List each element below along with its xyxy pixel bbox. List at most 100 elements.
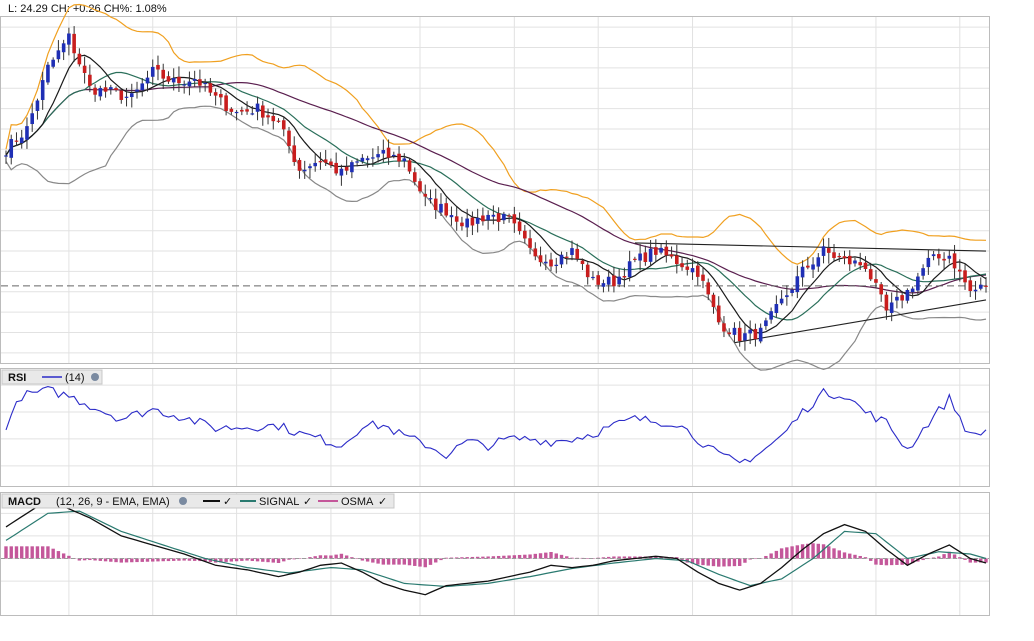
candle-up	[192, 78, 197, 81]
candle-up	[821, 246, 826, 256]
candle-down	[942, 258, 946, 261]
osma-bar	[727, 558, 731, 567]
osma-bar	[140, 558, 144, 562]
candle-up	[392, 154, 396, 157]
osma-bar	[329, 555, 333, 559]
osma-bar	[737, 558, 742, 566]
candle-up	[51, 59, 55, 67]
candle-up	[402, 158, 407, 162]
osma-bar	[9, 546, 13, 559]
candle-down	[460, 222, 464, 227]
osma-bar	[166, 558, 171, 562]
osma-bar	[711, 558, 716, 567]
candle-up	[150, 66, 155, 77]
osma-bar	[586, 558, 590, 559]
osma-bar	[659, 556, 663, 559]
candle-down	[292, 145, 297, 163]
candle-up	[203, 82, 207, 85]
osma-bar	[109, 558, 113, 562]
candle-up	[360, 157, 365, 162]
candle-down	[806, 265, 810, 268]
osma-bar	[93, 558, 97, 561]
candle-down	[549, 259, 553, 267]
candle-down	[161, 69, 166, 79]
osma-bar	[386, 558, 391, 565]
osma-bar	[376, 558, 380, 564]
candle-up	[109, 87, 113, 90]
osma-bar	[601, 557, 606, 559]
candle-up	[19, 137, 24, 144]
osma-bar	[858, 555, 862, 559]
candle-up	[853, 260, 857, 264]
candle-down	[722, 323, 726, 332]
osma-bar	[937, 556, 941, 559]
osma-bar	[245, 558, 249, 561]
osma-bar	[717, 558, 721, 567]
osma-bar	[229, 558, 234, 562]
candle-down	[685, 266, 690, 270]
macd-settings-icon[interactable]	[179, 497, 187, 505]
upper-trendline	[634, 242, 987, 252]
osma-bar	[381, 558, 386, 565]
candle-down	[219, 93, 223, 98]
candle-up	[648, 248, 653, 262]
osma-bar	[61, 553, 66, 559]
osma-bar	[287, 558, 291, 560]
osma-bar	[779, 548, 784, 559]
candle-up	[764, 320, 768, 327]
candle-down	[675, 255, 679, 265]
osma-bar	[984, 558, 988, 563]
osma-bar	[952, 554, 957, 559]
osma-bar	[517, 554, 522, 559]
candle-up	[973, 289, 978, 292]
osma-bar	[255, 558, 260, 562]
candle-up	[769, 311, 773, 320]
osma-bar	[413, 558, 417, 566]
osma-bar	[554, 553, 558, 559]
grid	[1, 17, 989, 615]
candle-down	[397, 153, 401, 162]
candle-down	[14, 140, 19, 142]
osma-bar	[884, 558, 889, 566]
osma-bar	[963, 558, 967, 560]
osma-bar	[56, 551, 61, 559]
candle-down	[423, 193, 428, 197]
osma-bar	[785, 547, 789, 559]
osma-bar	[177, 558, 181, 561]
rsi-settings-icon[interactable]	[91, 373, 99, 381]
candle-down	[229, 108, 234, 112]
osma-bar	[748, 558, 752, 560]
candle-down	[879, 284, 883, 295]
osma-bar	[219, 558, 223, 563]
osma-bar	[282, 558, 286, 562]
macd-check-icon[interactable]: ✓	[223, 496, 232, 508]
osma-check-icon[interactable]: ✓	[378, 496, 387, 508]
candle-down	[874, 279, 878, 283]
price-panel-frame	[0, 16, 990, 364]
candle-up	[350, 162, 354, 173]
candle-up	[30, 113, 35, 125]
signal-check-icon[interactable]: ✓	[303, 496, 312, 508]
candle-down	[334, 162, 338, 174]
osma-bar	[502, 555, 506, 559]
osma-bar	[292, 558, 296, 560]
osma-bar	[103, 558, 108, 562]
candle-down	[580, 260, 585, 265]
candle-down	[323, 159, 328, 163]
osma-bar	[565, 556, 569, 559]
candle-up	[690, 268, 695, 273]
candle-down	[412, 172, 417, 182]
candle-up	[339, 168, 344, 176]
candle-up	[371, 157, 375, 159]
osma-bar	[806, 543, 810, 559]
candle-up	[449, 215, 454, 218]
rsi-line	[5, 386, 987, 464]
signal-label: SIGNAL	[259, 496, 299, 508]
osma-bar	[234, 558, 239, 562]
osma-bar	[491, 556, 496, 559]
osma-bar	[774, 550, 779, 559]
osma-bar	[460, 557, 464, 559]
candle-down	[418, 181, 422, 192]
candle-down	[863, 262, 868, 269]
osma-bar	[423, 558, 427, 568]
